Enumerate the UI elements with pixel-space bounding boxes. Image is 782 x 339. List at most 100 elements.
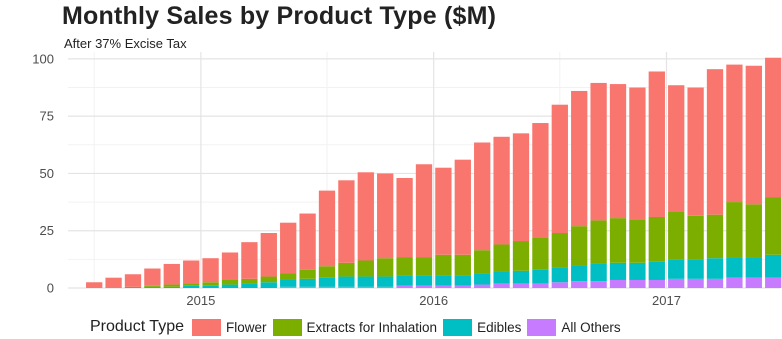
bar-segment-flower [474, 142, 491, 251]
bar-segment-all-others [357, 286, 374, 288]
bar-segment-all-others [765, 277, 782, 288]
bar-segment-flower [454, 159, 471, 255]
chart-subtitle: After 37% Excise Tax [64, 36, 187, 51]
x-tick-label: 2017 [652, 293, 681, 308]
bar-segment-extracts-for-inhalation [706, 214, 724, 259]
y-tick-label: 0 [47, 281, 54, 296]
x-tick-label: 2015 [186, 293, 215, 308]
bar-segment-flower [493, 136, 510, 245]
legend-item: All Others [527, 318, 621, 336]
x-tick-label: 2016 [419, 293, 448, 308]
bar-segment-flower [687, 87, 704, 216]
legend-label: Edibles [477, 319, 522, 335]
bar-segment-flower [706, 69, 724, 215]
bar-segment-extracts-for-inhalation [474, 250, 491, 274]
bar-segment-flower [571, 90, 588, 227]
bar-segment-all-others [280, 286, 297, 288]
bar-segment-extracts-for-inhalation [454, 254, 471, 276]
bar-segment-edibles [726, 257, 743, 278]
bar-segment-all-others [726, 277, 743, 288]
bar-segment-edibles [687, 259, 704, 279]
bar-segment-edibles [668, 259, 685, 279]
bar-segment-edibles [163, 286, 180, 288]
bar-segment-extracts-for-inhalation [280, 273, 297, 280]
bar-segment-extracts-for-inhalation [144, 285, 161, 287]
bar-segment-extracts-for-inhalation [338, 262, 355, 277]
bar-segment-edibles [183, 285, 200, 288]
bar-segment-extracts-for-inhalation [241, 278, 258, 284]
bar-segment-all-others [396, 285, 413, 288]
bar-segment-edibles [551, 267, 568, 283]
y-tick-label: 100 [32, 51, 54, 66]
bar-segment-edibles [493, 271, 510, 284]
bar-segment-edibles [318, 277, 336, 287]
legend-swatch [272, 318, 302, 336]
bar-segment-extracts-for-inhalation [571, 226, 588, 266]
bar-segment-edibles [648, 261, 665, 280]
bar-segment-flower [299, 213, 316, 270]
bar-segment-flower [163, 263, 180, 285]
y-tick-label: 50 [40, 166, 54, 181]
legend-label: All Others [561, 319, 621, 335]
bar-segment-all-others [299, 286, 316, 288]
bar-segment-flower [260, 233, 277, 277]
bar-segment-flower [726, 64, 743, 203]
legend: Product Type Flower Extracts for Inhalati… [90, 316, 627, 338]
bar-segment-flower [765, 57, 782, 198]
y-tick-label: 75 [40, 109, 54, 124]
bar-segment-extracts-for-inhalation [512, 241, 530, 271]
bar-segment-all-others [338, 286, 355, 288]
bar-segment-all-others [687, 278, 704, 288]
bar-segment-all-others [493, 283, 510, 288]
bar-segment-extracts-for-inhalation [551, 233, 568, 268]
bar-segment-edibles [474, 273, 491, 285]
bar-segment-flower [551, 104, 568, 234]
bar-segment-flower [668, 85, 685, 212]
bar-segment-extracts-for-inhalation [202, 282, 219, 286]
bar-segment-all-others [590, 281, 607, 288]
bar-segment-extracts-for-inhalation [532, 237, 549, 270]
bar-segment-all-others [415, 285, 433, 288]
bar-segment-flower [144, 268, 161, 286]
legend-swatch [191, 318, 221, 336]
legend-title: Product Type [90, 318, 184, 335]
bar-segment-all-others [609, 279, 627, 288]
bar-segment-edibles [706, 258, 724, 279]
bar-segment-flower [105, 277, 122, 288]
bar-segment-extracts-for-inhalation [163, 284, 180, 287]
bar-segment-extracts-for-inhalation [765, 197, 782, 255]
bar-segment-extracts-for-inhalation [299, 269, 316, 279]
bar-segment-edibles [590, 263, 607, 282]
bar-segment-all-others [648, 279, 665, 288]
bar-segment-flower [318, 190, 336, 267]
bar-segment-all-others [474, 284, 491, 288]
bar-segment-flower [532, 123, 549, 238]
bar-segment-edibles [609, 262, 627, 280]
bar-segment-edibles [765, 254, 782, 278]
bar-segment-edibles [144, 286, 161, 288]
bar-segment-extracts-for-inhalation [357, 260, 374, 277]
bar-segment-edibles [221, 284, 239, 288]
bar-segment-edibles [396, 275, 413, 286]
bar-segment-flower [512, 133, 530, 242]
bar-segment-all-others [454, 285, 471, 288]
bar-segment-flower [415, 164, 433, 258]
bar-segment-edibles [454, 275, 471, 286]
legend-label: Flower [225, 319, 267, 335]
bar-segment-flower [377, 173, 394, 259]
bar-segment-extracts-for-inhalation [260, 276, 277, 283]
bar-segment-extracts-for-inhalation [183, 283, 200, 286]
bar-segment-edibles [260, 282, 277, 288]
legend-item: Flower [191, 318, 267, 336]
bar-segment-edibles [415, 275, 433, 286]
legend-item: Extracts for Inhalation [272, 318, 437, 336]
bar-segment-all-others [512, 283, 530, 288]
bar-segment-flower [590, 82, 607, 221]
bar-segment-flower [396, 178, 413, 258]
bar-segment-flower [183, 260, 200, 284]
bar-segment-edibles [338, 276, 355, 287]
bar-segment-extracts-for-inhalation [435, 254, 452, 276]
bar-segment-edibles [571, 265, 588, 282]
bar-segment-flower [745, 65, 762, 205]
